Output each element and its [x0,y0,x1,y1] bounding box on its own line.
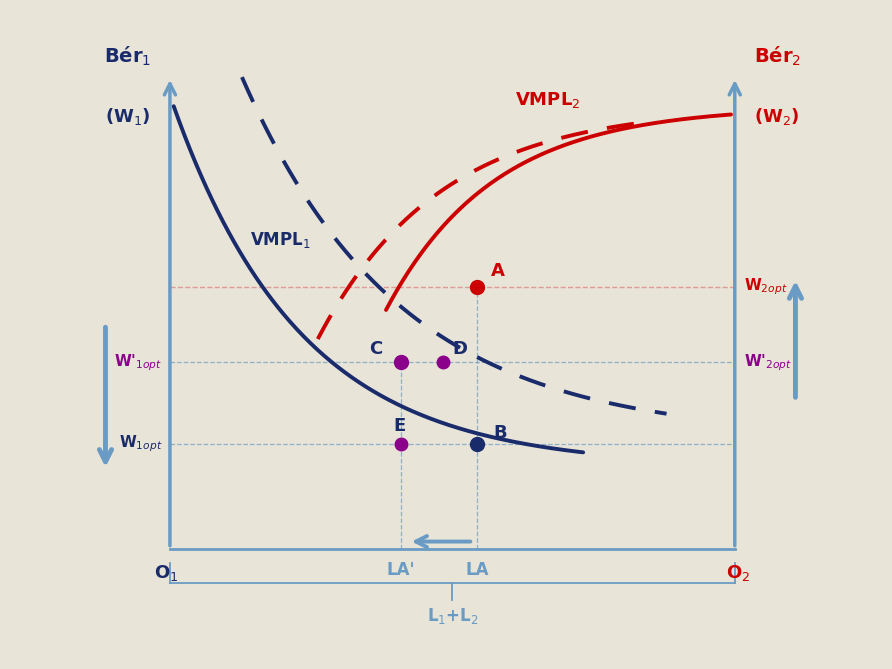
Text: W'$_{1opt}$: W'$_{1opt}$ [114,352,162,373]
Text: VMPL$_1$: VMPL$_1$ [250,230,310,250]
Text: O$_2$: O$_2$ [726,563,751,583]
Text: VMPL$_2$: VMPL$_2$ [515,90,581,110]
Text: C: C [369,340,383,357]
Text: L$_1$+L$_2$: L$_1$+L$_2$ [426,605,478,626]
Text: W$_{2opt}$: W$_{2opt}$ [744,276,788,297]
Text: W'$_{2opt}$: W'$_{2opt}$ [744,352,792,373]
Text: LA: LA [466,561,489,579]
Text: O$_1$: O$_1$ [154,563,178,583]
Text: W$_{1opt}$: W$_{1opt}$ [119,434,162,454]
Text: (W$_2$): (W$_2$) [754,106,799,127]
Text: E: E [393,417,406,435]
Text: LA': LA' [387,561,416,579]
Text: D: D [452,340,467,357]
Text: Bér$_1$: Bér$_1$ [103,45,151,68]
Text: (W$_1$): (W$_1$) [105,106,151,127]
Text: Bér$_2$: Bér$_2$ [754,45,801,68]
Text: A: A [491,262,505,280]
Text: B: B [493,424,508,442]
